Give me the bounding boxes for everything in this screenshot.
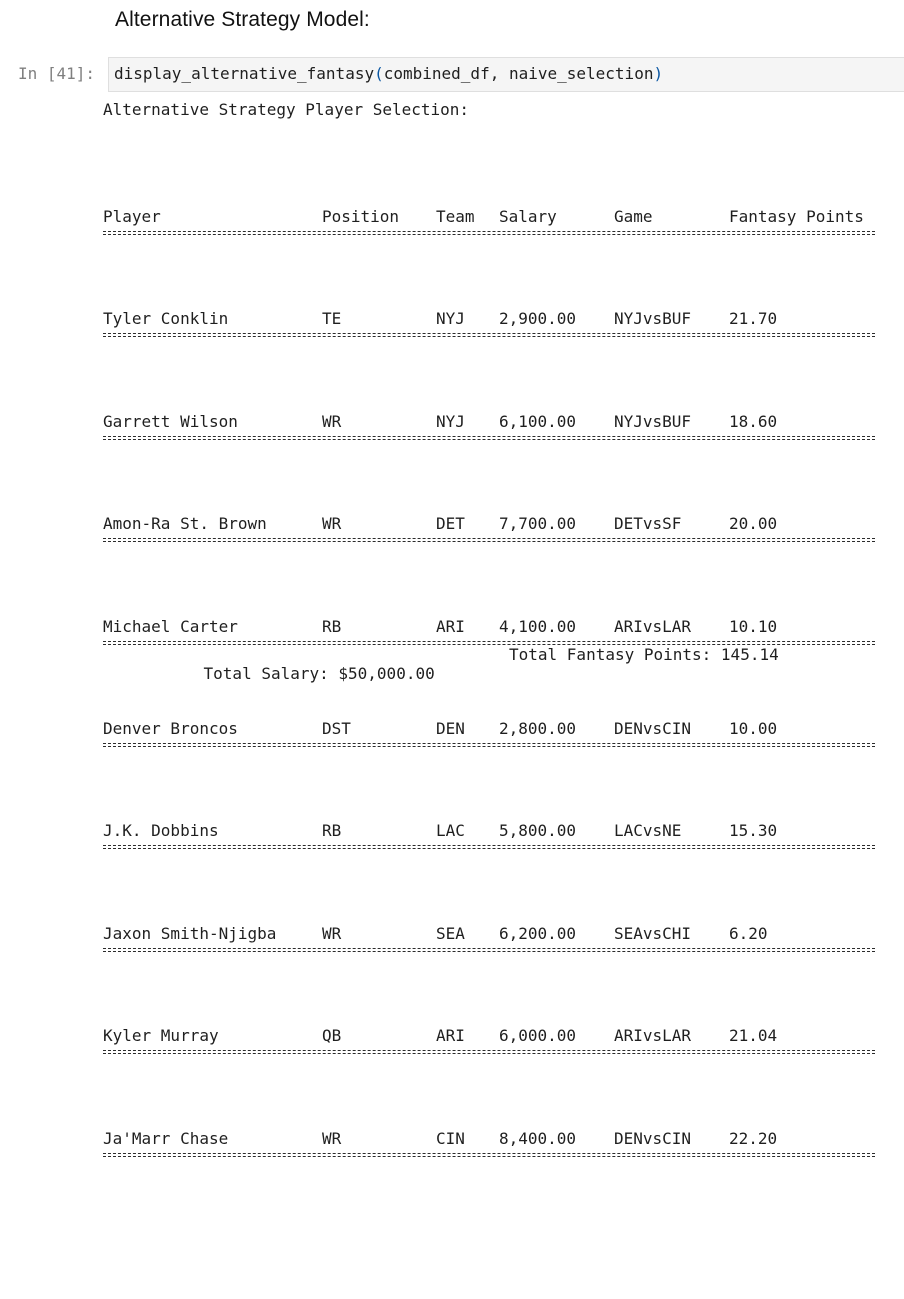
player-game: DENvsCIN	[614, 1128, 692, 1148]
player-game: SEAvsCHI	[614, 923, 692, 943]
column-header-player: Player	[103, 207, 161, 226]
player-position: RB	[322, 616, 342, 636]
column-header-position: Position	[322, 207, 400, 226]
player-team: CIN	[436, 1128, 465, 1148]
table-row: Tyler Conklin TE NYJ 2,900.00 NYJvsBUF 2…	[103, 308, 875, 353]
row-divider	[103, 538, 875, 543]
code-close-paren: )	[653, 64, 664, 83]
player-salary: 4,100.00	[499, 616, 577, 636]
table-row: Kyler Murray QB ARI 6,000.00 ARIvsLAR 21…	[103, 1025, 875, 1070]
code-arguments: combined_df, naive_selection	[383, 64, 654, 83]
player-fantasy-points: 10.00	[729, 718, 778, 738]
output-title: Alternative Strategy Player Selection:	[103, 100, 470, 119]
player-position: WR	[322, 1128, 342, 1148]
player-team: ARI	[436, 1026, 465, 1046]
player-position: RB	[322, 821, 342, 841]
player-name: Ja'Marr Chase	[103, 1128, 229, 1148]
markdown-heading: Alternative Strategy Model:	[115, 8, 370, 31]
player-position: WR	[322, 514, 342, 534]
player-salary: 6,200.00	[499, 923, 577, 943]
player-position: WR	[322, 411, 342, 431]
player-team: DET	[436, 514, 465, 534]
totals-line: Total Salary: $50,000.00 Total Fantasy P…	[165, 645, 779, 721]
row-divider	[103, 1050, 875, 1055]
player-fantasy-points: 18.60	[729, 411, 778, 431]
player-game: LACvsNE	[614, 821, 682, 841]
table-row: Garrett Wilson WR NYJ 6,100.00 NYJvsBUF …	[103, 411, 875, 456]
player-position: DST	[322, 718, 351, 738]
player-position: WR	[322, 923, 342, 943]
code-function-name: display_alternative_fantasy	[114, 64, 375, 83]
player-salary: 5,800.00	[499, 821, 577, 841]
row-divider	[103, 435, 875, 440]
player-salary: 6,100.00	[499, 411, 577, 431]
player-game: NYJvsBUF	[614, 309, 692, 329]
player-fantasy-points: 15.30	[729, 821, 778, 841]
player-fantasy-points: 21.70	[729, 309, 778, 329]
player-salary: 7,700.00	[499, 514, 577, 534]
player-name: Denver Broncos	[103, 718, 238, 738]
row-divider	[103, 845, 875, 850]
row-divider	[103, 947, 875, 952]
player-team: NYJ	[436, 309, 465, 329]
column-header-fantasy-points: Fantasy Points	[729, 207, 864, 226]
player-position: QB	[322, 1026, 342, 1046]
player-fantasy-points: 10.10	[729, 616, 778, 636]
player-game: NYJvsBUF	[614, 411, 692, 431]
player-game: DENvsCIN	[614, 718, 692, 738]
total-salary: Total Salary: $50,000.00	[203, 664, 435, 683]
player-fantasy-points: 22.20	[729, 1128, 778, 1148]
table-row: Jaxon Smith-Njigba WR SEA 6,200.00 SEAvs…	[103, 923, 875, 968]
column-header-team: Team	[436, 207, 475, 226]
player-name: Amon-Ra St. Brown	[103, 514, 267, 534]
row-divider	[103, 333, 875, 338]
column-header-game: Game	[614, 207, 653, 226]
player-team: DEN	[436, 718, 465, 738]
player-salary: 6,000.00	[499, 1026, 577, 1046]
table-header-row: Player Position Team Salary Game Fantasy…	[103, 206, 875, 251]
player-position: TE	[322, 309, 342, 329]
total-fantasy-points: Total Fantasy Points: 145.14	[509, 645, 779, 664]
player-team: SEA	[436, 923, 465, 943]
row-divider	[103, 1152, 875, 1157]
player-fantasy-points: 20.00	[729, 514, 778, 534]
table-row: Denver Broncos DST DEN 2,800.00 DENvsCIN…	[103, 718, 875, 763]
player-salary: 2,900.00	[499, 309, 577, 329]
row-divider	[103, 640, 875, 645]
table-row: Michael Carter RB ARI 4,100.00 ARIvsLAR …	[103, 616, 875, 661]
column-header-salary: Salary	[499, 207, 557, 226]
player-name: Jaxon Smith-Njigba	[103, 923, 277, 943]
player-game: ARIvsLAR	[614, 1026, 692, 1046]
player-game: DETvsSF	[614, 514, 682, 534]
player-name: J.K. Dobbins	[103, 821, 219, 841]
player-name: Tyler Conklin	[103, 309, 229, 329]
player-fantasy-points: 21.04	[729, 1026, 778, 1046]
player-team: ARI	[436, 616, 465, 636]
table-row: Ja'Marr Chase WR CIN 8,400.00 DENvsCIN 2…	[103, 1128, 875, 1173]
player-fantasy-points: 6.20	[729, 923, 768, 943]
player-name: Garrett Wilson	[103, 411, 238, 431]
table-row: J.K. Dobbins RB LAC 5,800.00 LACvsNE 15.…	[103, 820, 875, 865]
player-salary: 8,400.00	[499, 1128, 577, 1148]
player-team: NYJ	[436, 411, 465, 431]
code-cell-editor[interactable]: display_alternative_fantasy(combined_df,…	[108, 57, 904, 92]
player-game: ARIvsLAR	[614, 616, 692, 636]
row-divider	[103, 742, 875, 747]
player-team: LAC	[436, 821, 465, 841]
player-name: Kyler Murray	[103, 1026, 219, 1046]
code-open-paren: (	[374, 64, 384, 83]
player-salary: 2,800.00	[499, 718, 577, 738]
cell-output: Alternative Strategy Player Selection: P…	[103, 100, 875, 1157]
table-row: Amon-Ra St. Brown WR DET 7,700.00 DETvsS…	[103, 513, 875, 558]
player-name: Michael Carter	[103, 616, 238, 636]
input-prompt: In [41]:	[18, 64, 96, 83]
row-divider	[103, 231, 875, 235]
